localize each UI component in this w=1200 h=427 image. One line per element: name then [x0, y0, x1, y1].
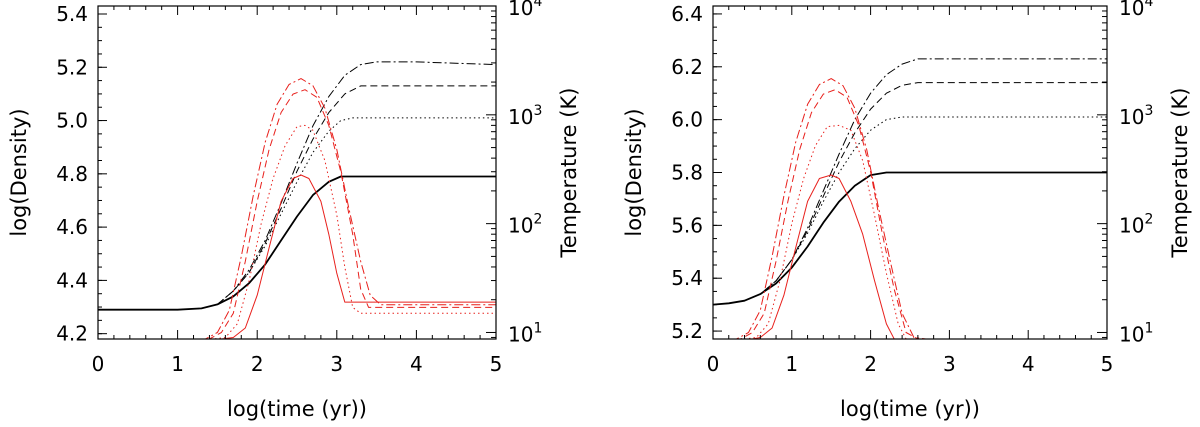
y-tick-label: 5.8 [671, 161, 703, 185]
x-tick-label: 4 [410, 352, 423, 376]
x-axis-label: log(time (yr)) [227, 397, 367, 421]
density-line-dashdot [98, 61, 496, 311]
y-tick-label: 6.2 [671, 55, 703, 79]
x-tick-label: 5 [1101, 352, 1114, 376]
temperature-line-solid [713, 174, 1107, 339]
x-tick-label: 4 [1022, 352, 1035, 376]
density-line-dash [98, 85, 496, 311]
y-tick-label: 5.0 [56, 109, 88, 133]
x-tick-label: 5 [490, 352, 503, 376]
y-tick-label: 5.6 [671, 213, 703, 237]
temperature-line-dash [98, 89, 496, 339]
density-line-dashdot [713, 58, 1107, 306]
temperature-line-dashdot [713, 78, 1107, 339]
y-tick-label: 5.2 [671, 319, 703, 343]
x-tick-label: 2 [251, 352, 264, 376]
y-tick-label: 4.6 [56, 215, 88, 239]
temperature-line-dashdot [98, 78, 496, 339]
y-tick-label: 4.2 [56, 322, 88, 346]
chart-panel-1: 0 1 2 3 4 54.24.44.64.85.05.25.4101102103104l… [7, 0, 581, 421]
x-tick-label: 2 [864, 352, 877, 376]
x-tick-label: 1 [171, 352, 184, 376]
plot-frame [97, 5, 497, 340]
temperature-line-solid [98, 174, 496, 339]
x-tick-label: 1 [785, 352, 798, 376]
x-tick-label: 0 [707, 352, 720, 376]
y-tick-label: 6.4 [671, 2, 703, 26]
y-tick-label: 4.8 [56, 162, 88, 186]
y2-axis-label: Temperature (K) [557, 88, 581, 259]
temperature-line-dot [713, 124, 1107, 339]
y-axis-label: log(Density) [7, 108, 31, 236]
temperature-line-dash [713, 89, 1107, 339]
y-tick-label: 5.2 [56, 55, 88, 79]
y-tick-label: 4.4 [56, 268, 88, 292]
y-tick-label: 5.4 [671, 266, 703, 290]
y-tick-label: 6.0 [671, 108, 703, 132]
x-tick-label: 0 [92, 352, 105, 376]
x-tick-label: 3 [943, 352, 956, 376]
density-line-dash [713, 82, 1107, 306]
y2-axis-label: Temperature (K) [1168, 88, 1192, 259]
y-tick-label: 5.4 [56, 2, 88, 26]
series-group [98, 61, 496, 339]
x-tick-label: 3 [330, 352, 343, 376]
y-axis-label: log(Density) [622, 108, 646, 236]
x-axis-label: log(time (yr)) [840, 397, 980, 421]
series-group [713, 58, 1107, 339]
temperature-line-dot [98, 124, 496, 339]
